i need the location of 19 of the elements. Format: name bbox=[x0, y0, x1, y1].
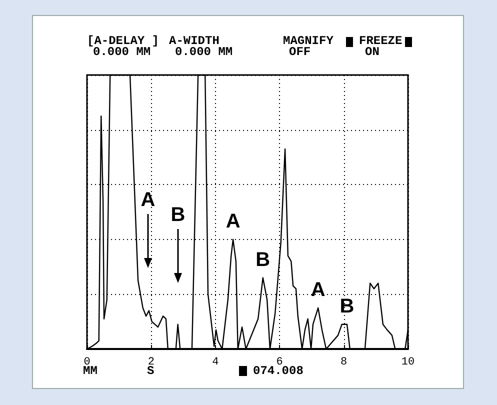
text: S bbox=[147, 364, 154, 378]
annotation: A bbox=[310, 278, 326, 301]
annotation: B bbox=[256, 248, 270, 271]
text: ON bbox=[365, 45, 380, 59]
x-tick-label: 4 bbox=[212, 356, 220, 368]
text: 0.000 MM bbox=[93, 45, 151, 59]
text: [A-DELAY ] bbox=[87, 34, 160, 48]
annotation: A bbox=[140, 189, 156, 211]
x-tick-label: 10 bbox=[401, 356, 415, 368]
text: OFF bbox=[289, 45, 311, 59]
text: 0.000 MM bbox=[175, 45, 233, 59]
annotation: B bbox=[170, 204, 186, 226]
x-tick-label: 8 bbox=[340, 356, 348, 368]
annotation: A bbox=[226, 210, 240, 232]
x-axis-title: MM bbox=[83, 364, 98, 378]
annotation: B bbox=[340, 295, 354, 318]
text: FREEZE bbox=[359, 34, 402, 48]
text: MAGNIFY bbox=[283, 34, 334, 48]
text: A-WIDTH bbox=[169, 34, 220, 48]
